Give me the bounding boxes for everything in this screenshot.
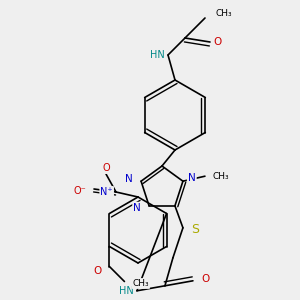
Text: HN: HN: [119, 286, 134, 296]
Text: CH₃: CH₃: [213, 172, 230, 181]
Text: O⁻: O⁻: [73, 186, 86, 196]
Text: CH₃: CH₃: [215, 10, 232, 19]
Text: O: O: [214, 37, 222, 47]
Text: O: O: [201, 274, 209, 284]
Text: CH₃: CH₃: [132, 279, 149, 288]
Text: N: N: [125, 174, 133, 184]
Text: O: O: [93, 266, 101, 275]
Text: S: S: [191, 223, 199, 236]
Text: N: N: [188, 173, 196, 183]
Text: N⁺: N⁺: [100, 187, 113, 197]
Text: O: O: [102, 163, 110, 173]
Text: HN: HN: [150, 50, 165, 60]
Text: N: N: [133, 203, 141, 213]
